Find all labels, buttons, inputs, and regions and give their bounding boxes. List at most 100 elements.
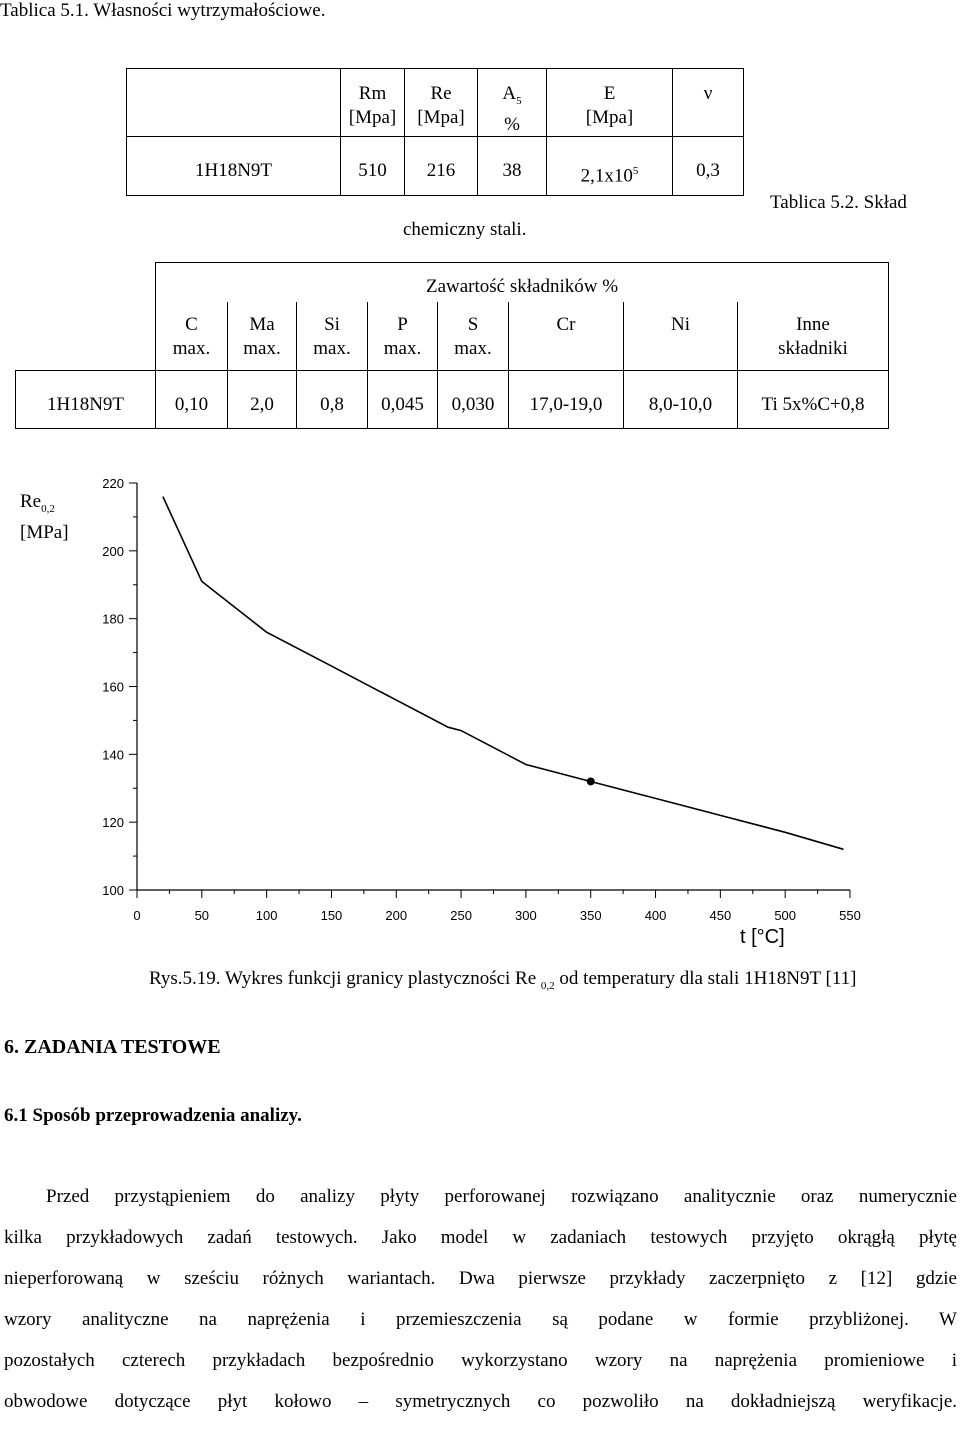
table2-border-mid	[15, 370, 889, 371]
x-tick-label: 300	[515, 908, 537, 923]
table1-nu-value: 0,3	[696, 160, 720, 181]
header-bottom: max.	[172, 338, 211, 359]
table1-border-left	[126, 68, 127, 196]
header-bottom: max.	[243, 338, 281, 359]
section-paragraph: Przed przystąpieniem do analizy płyty pe…	[4, 1186, 957, 1432]
chart-axes	[136, 483, 850, 891]
table1-a5-value: 38	[502, 160, 522, 181]
table1-caption: Tablica 5.1. Własności wytrzymałościowe.	[0, 0, 326, 21]
table2-header-c: C max.	[156, 313, 227, 361]
table2-header-other: Inne składniki	[738, 313, 888, 361]
x-tick-label: 500	[774, 908, 796, 923]
paragraph-line: Przed przystąpieniem do analizy płyty pe…	[46, 1186, 957, 1207]
y-tick-label: 100	[102, 883, 124, 898]
header-bottom: [Mpa]	[585, 107, 634, 128]
table2-divider	[623, 302, 624, 429]
header-bottom: [Mpa]	[417, 107, 465, 128]
y-tick-label: 180	[102, 612, 124, 627]
ylabel-unit: [MPa]	[20, 521, 69, 543]
table1-material: 1H18N9T	[194, 160, 273, 181]
header-bottom: składniki	[778, 338, 848, 359]
table2-value-ni: 8,0-10,0	[648, 394, 713, 415]
header-top: Cr	[556, 314, 576, 335]
table1-divider	[546, 68, 547, 196]
table2-value-p: 0,045	[381, 394, 424, 415]
table2-caption-part2: chemiczny stali.	[403, 219, 527, 240]
e-base: 2,1x10	[580, 165, 633, 187]
header-bottom: max.	[454, 338, 492, 359]
paragraph-line: pozostałych czterech przykładach bezpośr…	[4, 1350, 957, 1371]
figure-caption-subscript: 0,2	[540, 979, 555, 992]
e-exponent: 5	[632, 165, 639, 177]
header-top: Inne	[796, 314, 830, 335]
table1-header-e: E [Mpa]	[547, 82, 672, 130]
y-tick-label: 220	[102, 476, 124, 491]
table1-e-value: 2,1x105	[547, 159, 672, 188]
paragraph-line: nieperforowaną w sześciu różnych wariant…	[4, 1268, 957, 1289]
chart-ylabel: Re0,2 [MPa]	[20, 490, 69, 545]
x-tick-label: 250	[450, 908, 472, 923]
chart-tick-labels: 100 120 140 160 180 200 220 0 50 100 150 200 250 300 3…	[102, 476, 861, 923]
paragraph-line: obwodowe dotyczące płyt kołowo – symetry…	[4, 1391, 957, 1412]
header-top: S	[467, 314, 479, 335]
header-top: ν	[703, 83, 713, 104]
header-top: Rm	[358, 83, 387, 104]
header-top: C	[185, 314, 198, 335]
table2-group-header: Zawartość składników %	[425, 276, 619, 297]
chart-ticks	[129, 482, 851, 898]
table2-value-other: Ti 5x%C+0,8	[761, 394, 865, 415]
table2-header-si: Si max.	[297, 313, 367, 361]
table1-divider	[672, 68, 673, 196]
paragraph-line: kilka przykładowych zadań testowych. Jak…	[4, 1227, 957, 1248]
y-tick-label: 140	[102, 747, 124, 762]
data-point-marker	[586, 777, 595, 786]
table1-border-top	[126, 68, 744, 69]
header-bottom: %	[504, 113, 520, 135]
header-top: Si	[324, 314, 340, 335]
table2-border-top	[155, 262, 889, 263]
table2-header-s: S max.	[438, 313, 508, 361]
header-top: P	[397, 314, 408, 335]
table2-header-p: P max.	[368, 313, 437, 361]
table1-header-rm: Rm [Mpa]	[341, 82, 404, 130]
y-tick-label: 200	[102, 544, 124, 559]
header-bottom: max.	[313, 338, 351, 359]
table2-caption-part1: Tablica 5.2. Skład	[770, 192, 907, 213]
table1-divider	[404, 68, 405, 196]
table2-material: 1H18N9T	[46, 394, 125, 415]
table1-border-mid	[126, 136, 744, 137]
header-top: Re	[430, 83, 452, 104]
ylabel-text: Re	[20, 491, 42, 512]
header-bottom: max.	[383, 338, 422, 359]
x-tick-label: 400	[645, 908, 667, 923]
paragraph-line: wzory analityczne na naprężenia i przemi…	[4, 1309, 957, 1330]
section-subheading: 6.1 Sposób przeprowadzenia analizy.	[4, 1105, 302, 1126]
table2-header-cr: Cr	[509, 313, 623, 337]
re-series-line	[162, 496, 844, 851]
table2-value-c: 0,10	[174, 394, 209, 415]
table2-value-cr: 17,0-19,0	[529, 394, 603, 415]
table1-divider	[477, 68, 478, 196]
chart-xlabel: t [°C]	[740, 926, 785, 948]
x-tick-label: 550	[839, 908, 861, 923]
header-top: Ni	[671, 314, 690, 335]
header-top-text: A	[502, 83, 517, 104]
table2-border-left	[15, 370, 16, 429]
table1-header-nu: ν	[673, 82, 743, 106]
table2-divider	[367, 302, 368, 429]
x-tick-label: 0	[133, 908, 140, 923]
x-tick-label: 450	[710, 908, 732, 923]
table2-divider	[155, 262, 156, 429]
table2-divider	[296, 302, 297, 429]
table2-divider	[437, 302, 438, 429]
table1-re-value: 216	[426, 160, 456, 181]
x-tick-label: 100	[256, 908, 278, 923]
table2-divider	[508, 302, 509, 429]
table2-divider	[737, 302, 738, 429]
y-tick-label: 120	[102, 815, 124, 830]
table1-border-right	[743, 68, 744, 196]
table2-value-s: 0,030	[451, 394, 495, 415]
table1-header-re: Re [Mpa]	[405, 82, 477, 130]
table1-rm-value: 510	[358, 160, 387, 181]
table1-divider	[340, 68, 341, 196]
